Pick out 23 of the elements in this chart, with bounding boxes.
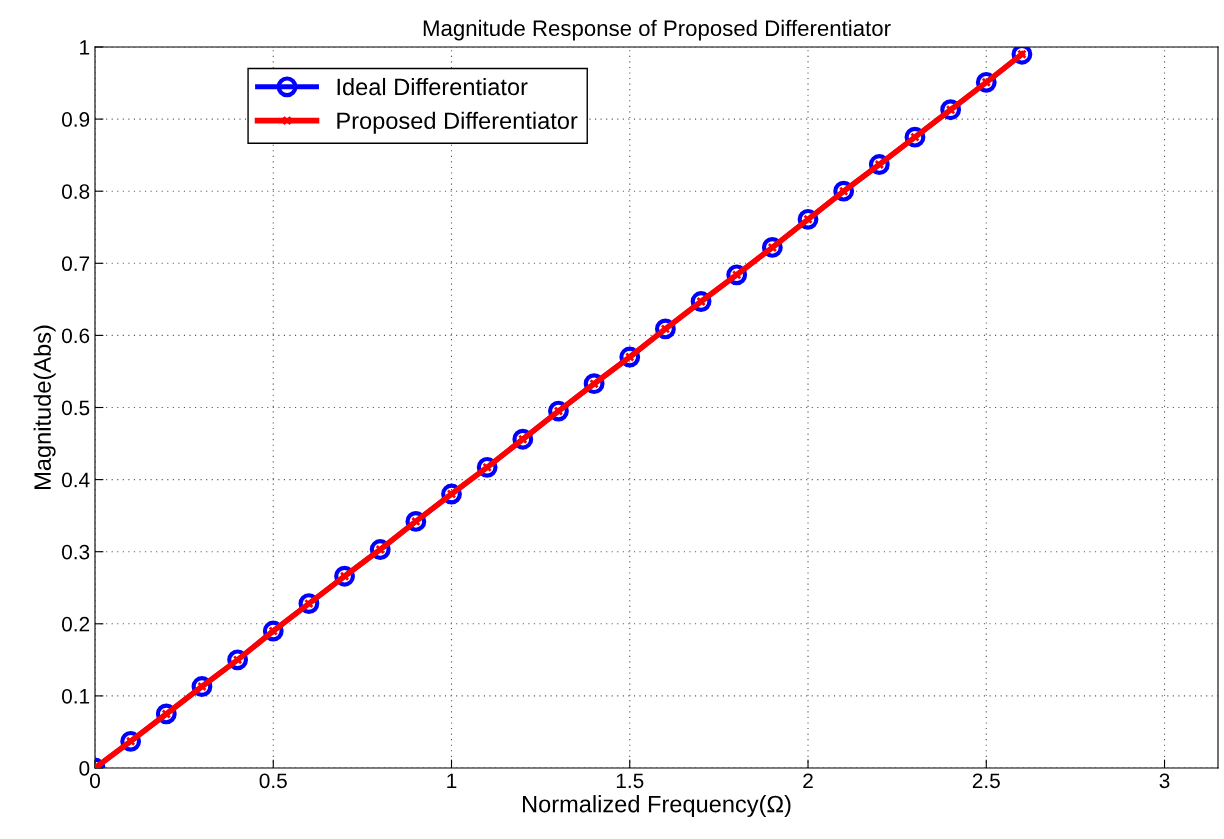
legend-label: Ideal Differentiator: [337, 77, 528, 96]
y-tick-label: 1: [80, 40, 90, 55]
x-tick-label: 1: [447, 773, 457, 788]
y-tick-label: 0.7: [61, 256, 90, 272]
y-tick-label: 0.3: [61, 544, 90, 560]
y-tick-label: 0.8: [61, 184, 90, 199]
x-tick-label: 2: [803, 773, 813, 788]
x-tick-label: 1.5: [616, 773, 644, 789]
legend-label: Proposed Differentiator: [337, 111, 578, 134]
y-tick-label: 0: [79, 761, 90, 776]
chart-title: Magnitude Response of Proposed Differentiator: [423, 19, 891, 41]
x-tick-label: 2.5: [972, 773, 1000, 789]
y-axis-title: Magnitude(Abs): [33, 325, 56, 489]
y-tick-label: 0.4: [61, 472, 90, 488]
x-axis-title: Normalized Frequency(Ω): [523, 795, 791, 818]
y-tick-label: 0.5: [61, 400, 90, 416]
y-tick-label: 0.6: [61, 328, 90, 344]
y-tick-label: 0.2: [61, 616, 90, 632]
y-tick-label: 0.1: [61, 688, 90, 704]
x-tick-label: 3: [1159, 773, 1170, 789]
y-tick-label: 0.9: [61, 112, 90, 127]
x-tick-label: 0.5: [259, 773, 287, 789]
x-tick-label: 0: [90, 773, 100, 789]
